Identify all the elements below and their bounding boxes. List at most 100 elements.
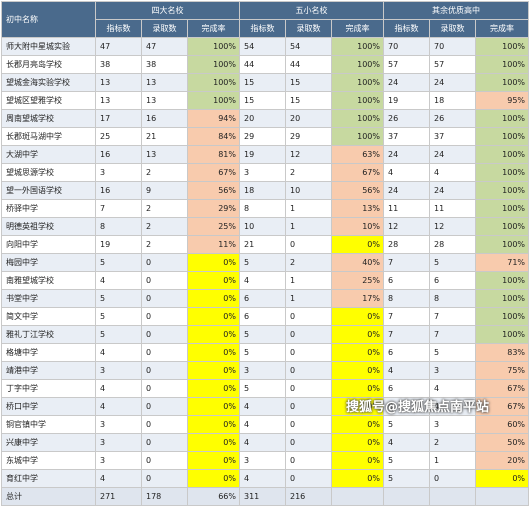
completion-rate-cell: 71% [474,253,530,272]
table-body: 师大附中星城实验 47 47 100% 54 54 100% 70 70 100% 长郡月亮岛学校 3… [1,37,530,506]
header-group-row: 初中名称 四大名校 五小名校 其余优质高中 [1,1,530,38]
school-name-cell: 周南望城学校 [1,109,96,128]
header-quota: 指标数 [383,19,430,38]
quota-cell: 7 [95,199,142,218]
quota-cell: 5 [383,415,430,434]
quota-cell: 5 [383,469,430,488]
table-row: 望城区望雅学校 13 13 100% 15 15 100% 19 18 95% [1,91,530,110]
completion-rate-cell: 100% [187,37,240,56]
quota-cell: 5 [95,325,142,344]
quota-cell: 5 [239,379,286,398]
quota-cell: 5 [95,253,142,272]
header-quota: 指标数 [95,19,142,38]
completion-rate-cell: 81% [187,145,240,164]
quota-cell: 6 [383,343,430,362]
completion-rate-cell: 100% [187,55,240,74]
completion-rate-cell: 60% [474,415,530,434]
table-row: 书堂中学 5 0 0% 6 1 17% 8 8 100% [1,289,530,308]
admitted-cell: 2 [141,235,188,254]
completion-rate-cell: 100% [474,73,530,92]
admitted-cell: 2 [285,253,332,272]
quota-cell: 8 [383,289,430,308]
completion-rate-cell: 100% [187,73,240,92]
total-rate-cell: 66% [187,487,240,506]
watermark-text: 搜狐号@搜狐焦点南平站 [346,400,490,415]
admitted-cell: 8 [429,289,476,308]
quota-cell: 26 [383,109,430,128]
admitted-cell: 1 [285,199,332,218]
school-name-cell: 梅园中学 [1,253,96,272]
admitted-cell: 2 [141,217,188,236]
admitted-cell: 6 [429,271,476,290]
admitted-cell: 5 [429,253,476,272]
admitted-cell: 9 [141,181,188,200]
quota-cell: 6 [239,307,286,326]
quota-cell: 57 [383,55,430,74]
school-name-cell: 雅礼丁江学校 [1,325,96,344]
total-quota-cell: 271 [95,487,142,506]
admitted-cell: 57 [429,55,476,74]
admitted-cell: 70 [429,37,476,56]
completion-rate-cell: 0% [187,271,240,290]
header-rate: 完成率 [474,19,530,38]
admitted-cell: 4 [429,163,476,182]
header-group-other-quality: 其余优质高中 [382,1,530,20]
completion-rate-cell: 0% [187,253,240,272]
total-label-cell: 总计 [1,487,96,506]
completion-rate-cell: 17% [331,289,384,308]
admitted-cell: 28 [429,235,476,254]
completion-rate-cell: 84% [187,127,240,146]
quota-cell: 3 [239,163,286,182]
quota-cell: 4 [95,469,142,488]
quota-cell: 70 [383,37,430,56]
admitted-cell: 11 [429,199,476,218]
school-name-cell: 长郡斑马湖中学 [1,127,96,146]
completion-rate-cell: 25% [187,217,240,236]
quota-cell: 5 [239,343,286,362]
admitted-cell: 38 [141,55,188,74]
completion-rate-cell: 63% [331,145,384,164]
completion-rate-cell: 100% [474,163,530,182]
completion-rate-cell: 0% [474,469,530,488]
completion-rate-cell: 0% [187,469,240,488]
header-group-four-elite: 四大名校 [95,1,240,20]
admitted-cell: 16 [141,109,188,128]
quota-cell: 3 [95,451,142,470]
school-name-cell: 东城中学 [1,451,96,470]
table-row: 东城中学 3 0 0% 3 0 0% 5 1 20% [1,451,530,470]
completion-rate-cell: 0% [331,307,384,326]
table-row: 靖港中学 3 0 0% 3 0 0% 4 3 75% [1,361,530,380]
completion-rate-cell: 100% [474,325,530,344]
total-admitted-cell: 216 [285,487,332,506]
quota-cell: 54 [239,37,286,56]
quota-cell: 5 [239,253,286,272]
completion-rate-cell: 83% [474,343,530,362]
quota-cell: 20 [239,109,286,128]
school-name-cell: 望城区望雅学校 [1,91,96,110]
admitted-cell: 0 [141,415,188,434]
quota-cell: 3 [239,451,286,470]
quota-cell: 16 [95,181,142,200]
completion-rate-cell: 0% [331,451,384,470]
completion-rate-cell: 67% [187,163,240,182]
quota-cell: 21 [239,235,286,254]
admitted-cell: 1 [285,271,332,290]
quota-cell: 13 [95,91,142,110]
admitted-cell: 24 [429,181,476,200]
admitted-cell: 44 [285,55,332,74]
quota-cell: 12 [383,217,430,236]
table-row: 简文中学 5 0 0% 6 0 0% 7 7 100% [1,307,530,326]
quota-cell: 4 [95,271,142,290]
admitted-cell: 0 [285,379,332,398]
school-name-cell: 南雅望城学校 [1,271,96,290]
quota-cell: 4 [239,397,286,416]
completion-rate-cell: 50% [474,433,530,452]
total-rate-cell [331,487,384,506]
completion-rate-cell: 0% [331,433,384,452]
table-row: 周南望城学校 17 16 94% 20 20 100% 26 26 100% [1,109,530,128]
completion-rate-cell: 95% [474,91,530,110]
admitted-cell: 12 [285,145,332,164]
quota-cell: 28 [383,235,430,254]
admitted-cell: 15 [285,73,332,92]
school-name-cell: 靖港中学 [1,361,96,380]
